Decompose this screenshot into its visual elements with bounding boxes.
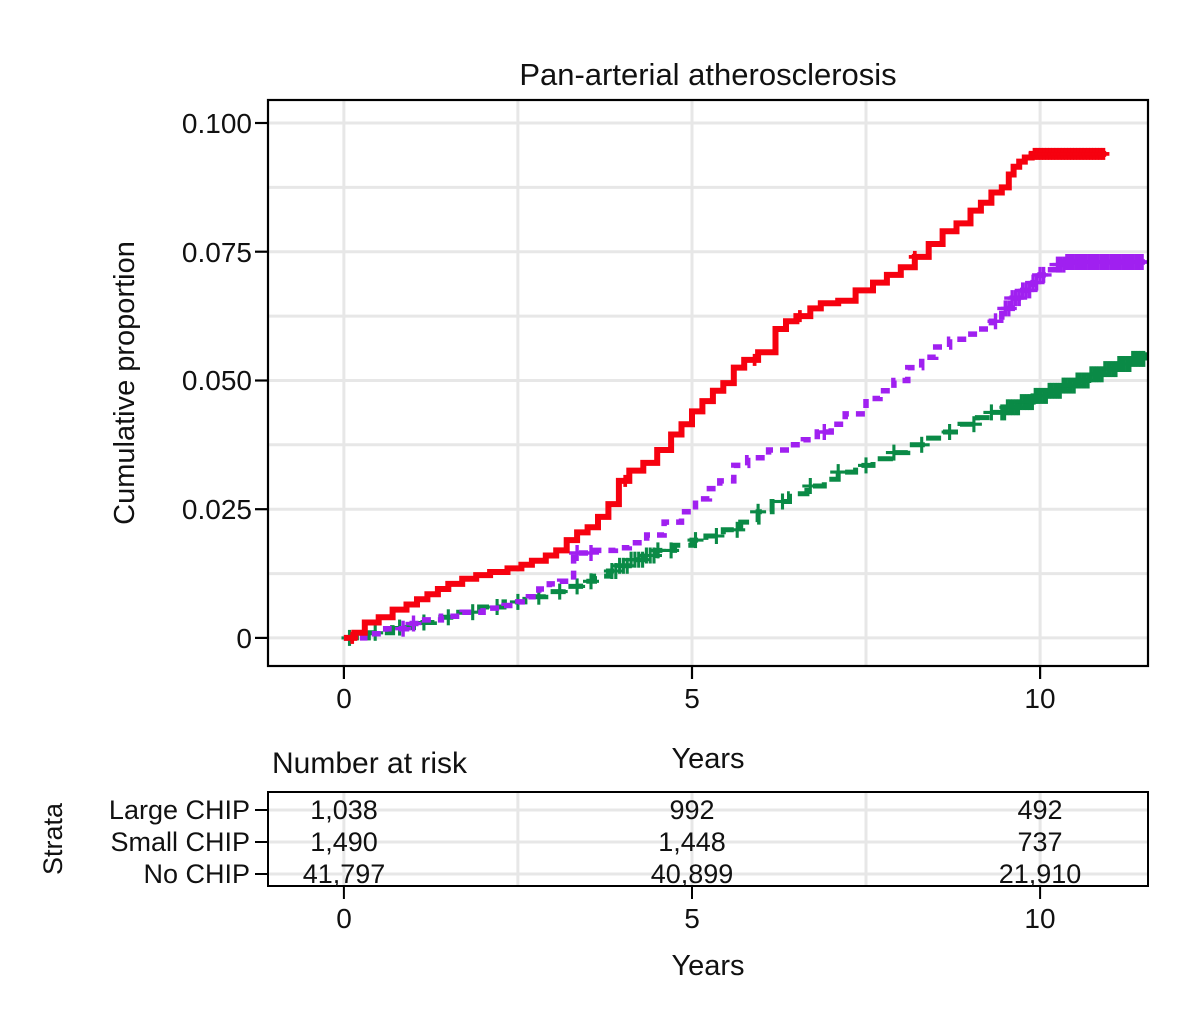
plot-panel-border bbox=[266, 98, 1150, 668]
risk-table-ticks bbox=[255, 809, 1042, 899]
risk-count: 992 bbox=[669, 795, 714, 825]
step-curve bbox=[343, 150, 1107, 641]
y-tick-label: 0.100 bbox=[182, 108, 252, 139]
x-axis-title: Years bbox=[671, 743, 744, 775]
risk-table-border bbox=[267, 791, 1149, 887]
chart-title: Pan-arterial atherosclerosis bbox=[519, 57, 896, 92]
risk-count: 1,448 bbox=[658, 827, 726, 857]
plot-axis-ticks bbox=[255, 121, 1042, 679]
x-tick-label: 0 bbox=[336, 683, 352, 714]
risk-x-axis-title: Years bbox=[671, 950, 744, 982]
y-tick-label: 0.075 bbox=[182, 237, 252, 268]
risk-table-gridlines bbox=[268, 792, 1148, 886]
risk-x-tick-label: 5 bbox=[684, 903, 700, 934]
y-tick-label: 0.050 bbox=[182, 365, 252, 396]
strata-row-label: Small CHIP bbox=[110, 827, 250, 857]
y-tick-label: 0 bbox=[236, 623, 252, 654]
x-tick-label: 5 bbox=[684, 683, 700, 714]
risk-count: 1,038 bbox=[310, 795, 378, 825]
strata-row-label: Large CHIP bbox=[109, 795, 250, 825]
survival-curve-large-chip bbox=[343, 147, 1110, 644]
strata-axis-title: Strata bbox=[38, 802, 68, 875]
risk-x-tick-label: 0 bbox=[336, 903, 352, 934]
y-axis-title: Cumulative proportion bbox=[109, 241, 141, 525]
risk-count: 1,490 bbox=[310, 827, 378, 857]
risk-count: 40,899 bbox=[651, 859, 734, 889]
survival-curve-no-chip bbox=[341, 350, 1148, 646]
plot-gridlines bbox=[268, 100, 1148, 666]
risk-x-tick-label: 10 bbox=[1024, 903, 1055, 934]
y-tick-label: 0.025 bbox=[182, 494, 252, 525]
survival-curves bbox=[341, 147, 1148, 646]
risk-count: 21,910 bbox=[999, 859, 1082, 889]
x-tick-label: 10 bbox=[1024, 683, 1055, 714]
risk-count: 737 bbox=[1017, 827, 1062, 857]
risk-count: 41,797 bbox=[303, 859, 386, 889]
risk-count: 492 bbox=[1017, 795, 1062, 825]
survival-curve-small-chip bbox=[343, 254, 1148, 641]
step-curve bbox=[343, 259, 1148, 641]
risk-table-header: Number at risk bbox=[272, 747, 468, 780]
strata-row-label: No CHIP bbox=[143, 859, 250, 889]
